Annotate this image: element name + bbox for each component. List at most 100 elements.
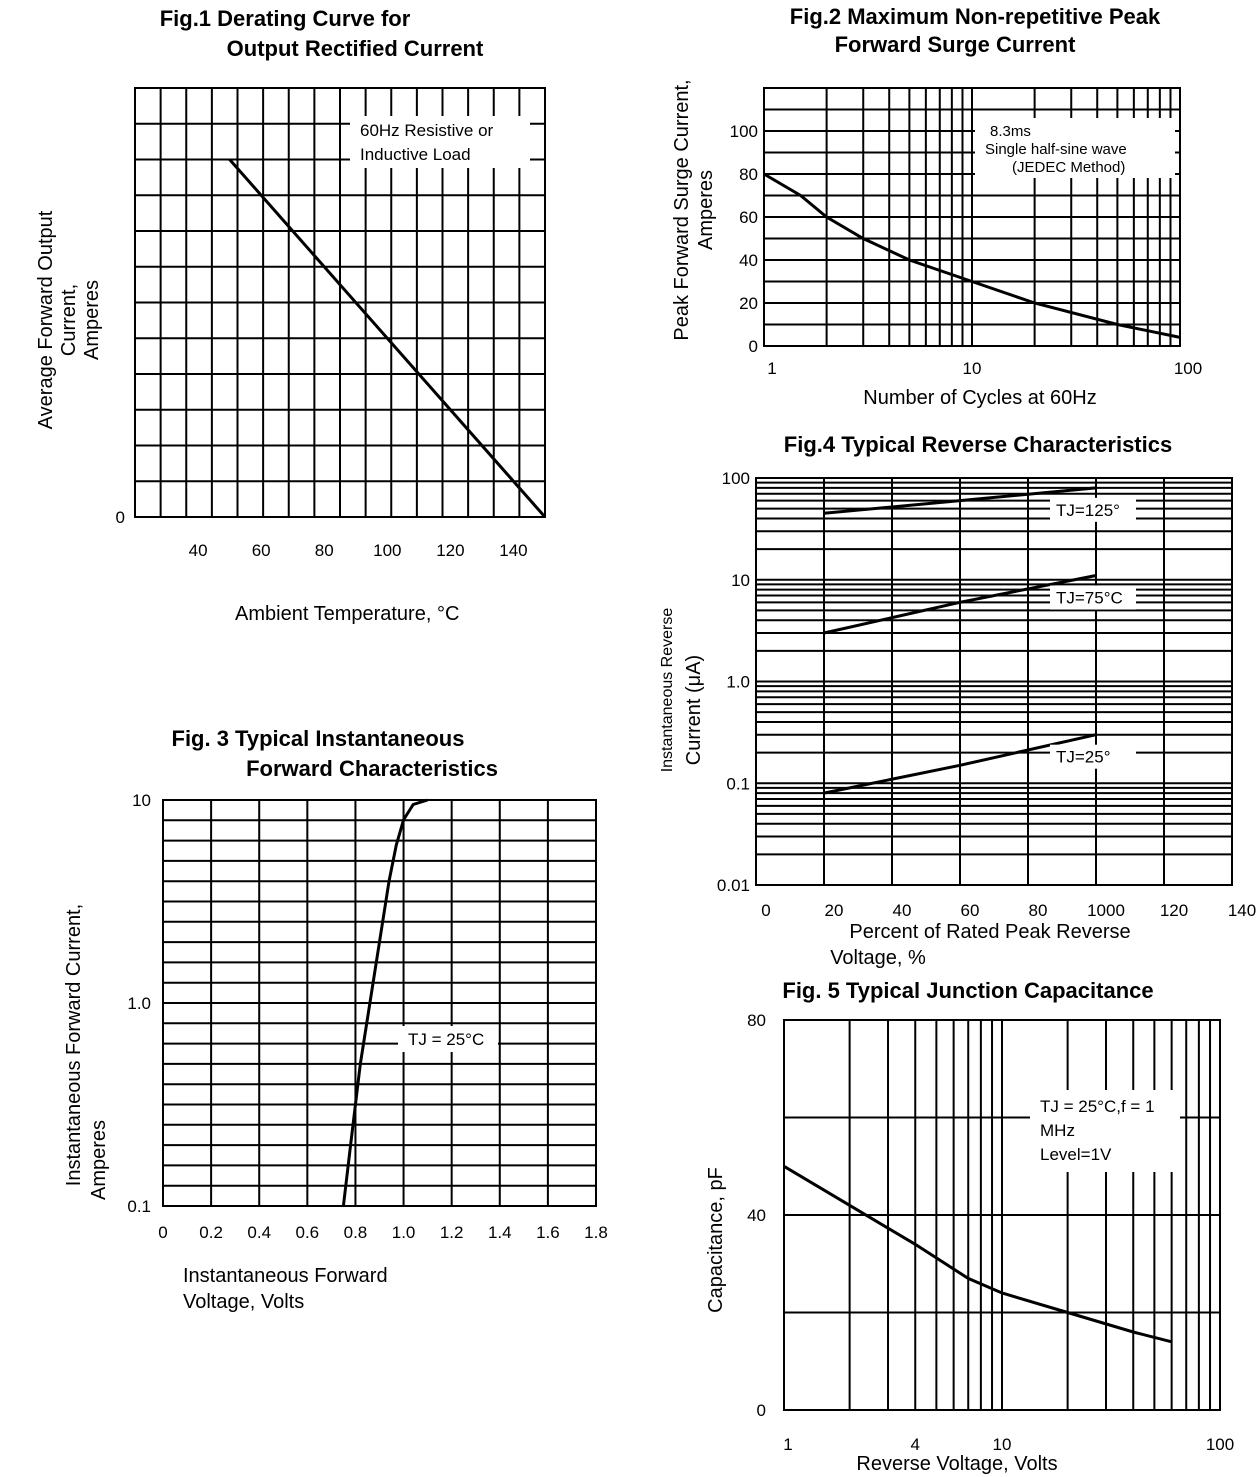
fig3-title-line2: Forward Characteristics [246,756,498,781]
fig3-y-tick-label: 10 [132,791,151,810]
fig2-annotation-box [975,118,1175,178]
fig2-series-line [763,172,1181,339]
fig1-y-axis-label-line1: Average Forward Output [35,210,57,429]
fig5-y-tick-label: 0 [757,1401,766,1420]
fig4-series-label-box [1050,497,1136,522]
fig5-annotation-line2: MHz [1040,1121,1075,1140]
fig1-series-line [228,158,547,518]
fig5-chart: Fig. 5 Typical Junction Capacitance 1 4 10… [705,978,1234,1475]
fig3-x-tick-label: 1.6 [536,1223,560,1242]
fig4-series-label-box [1050,744,1136,769]
fig3-x-axis-label-line1: Instantaneous Forward [183,1265,388,1287]
fig1-x-tick-label: 80 [315,541,334,560]
fig5-y-tick-label: 40 [747,1206,766,1225]
fig2-y-tick-label: 100 [730,122,758,141]
fig2-x-axis-label: Number of Cycles at 60Hz [863,387,1096,409]
fig4-y-axis-label-line1: Instantaneous Reverse [659,608,676,773]
fig4-title: Fig.4 Typical Reverse Characteristics [784,432,1172,457]
fig2-x-tick-label: 1 [767,359,776,378]
fig4-x-tick-label: 20 [825,901,844,920]
fig3-x-tick-label: 1.0 [392,1223,416,1242]
fig5-y-tick-label: 80 [747,1011,766,1030]
fig2-grid: 1 10 100 0 20 40 60 80 100 [730,87,1202,378]
fig4-series-label: TJ=75°C [1056,589,1123,608]
fig1-x-tick-label: 100 [373,541,401,560]
fig2-y-tick-label: 0 [749,337,758,356]
fig1-y-tick-label: 0 [116,508,125,527]
fig1-annotation-line2: Inductive Load [360,145,471,164]
fig1-x-tick-label: 140 [499,541,527,560]
fig4-series-label-box [1050,585,1136,610]
fig3-x-tick-label: 0.2 [199,1223,223,1242]
fig1-annotation-box [350,116,530,168]
fig4-grid: 0 20 40 60 80 1000 120 140 0.01 0.1 1.0 10 100 [717,469,1256,920]
fig4-series-line [823,486,1097,515]
fig3-title-line1: Fig. 3 Typical Instantaneous [172,726,465,751]
fig3-chart: Fig. 3 Typical Instantaneous Forward Cha… [63,726,608,1313]
fig4-x-tick-label: 120 [1160,901,1188,920]
fig1-y-axis-label-line3: Amperes [81,280,103,360]
fig4-x-tick-label: 140 [1228,901,1256,920]
fig4-series-label: TJ=25° [1056,748,1111,767]
fig5-y-axis-label: Capacitance, pF [705,1167,727,1313]
fig3-x-tick-label: 1.8 [584,1223,608,1242]
fig3-annotation: TJ = 25°C [408,1030,484,1049]
fig4-x-tick-label: 80 [1029,901,1048,920]
fig3-x-tick-label: 0.8 [344,1223,368,1242]
fig1-x-axis-label: Ambient Temperature, °C [235,603,459,625]
fig4-series-label: TJ=125° [1056,501,1120,520]
fig2-chart: Fig.2 Maximum Non-repetitive Peak Forwar… [671,4,1202,409]
fig3-x-tick-label: 0.6 [296,1223,320,1242]
fig2-y-tick-label: 40 [739,251,758,270]
fig1-chart: Fig.1 Derating Curve for Output Rectifie… [35,6,547,625]
fig1-x-tick-label: 60 [252,541,271,560]
fig3-grid: 0 0.2 0.4 0.6 0.8 1.0 1.2 1.4 1.6 1.8 0.1 1.0 10 [127,791,607,1242]
fig5-x-tick-label: 1 [783,1435,792,1454]
fig5-annotation-line3: Level=1V [1040,1145,1112,1164]
fig3-annotation-box [398,1026,498,1052]
fig5-x-tick-label: 10 [993,1435,1012,1454]
fig4-y-axis-label-line2: Current (μA) [683,655,705,765]
fig3-y-tick-label: 0.1 [127,1197,151,1216]
fig4-series-line [823,574,1097,635]
fig1-x-tick-label: 40 [189,541,208,560]
fig2-y-tick-label: 80 [739,165,758,184]
fig4-chart: Fig.4 Typical Reverse Characteristics 0 2… [659,432,1256,969]
fig4-y-tick-label: 10 [731,571,750,590]
fig5-annotation-line1: TJ = 25°C,f = 1 [1040,1097,1155,1116]
fig2-annotation-line1: 8.3ms [990,123,1031,140]
fig4-y-tick-label: 100 [722,469,750,488]
fig5-grid: 1 4 10 100 0 40 80 [747,1011,1234,1454]
fig2-annotation-line2: Single half-sine wave [985,141,1127,158]
fig1-title-line2: Output Rectified Current [227,36,484,61]
fig3-y-axis-label-line1: Instantaneous Forward Current, [63,904,85,1186]
fig5-annotation-box [1030,1090,1180,1172]
fig3-x-axis-label-line2: Voltage, Volts [183,1291,304,1313]
fig3-y-axis-label-line2: Amperes [88,1120,110,1200]
fig1-x-tick-label: 120 [436,541,464,560]
fig2-title-line1: Fig.2 Maximum Non-repetitive Peak [790,4,1161,29]
fig5-series-line [783,1165,1172,1344]
fig1-title-line1: Fig.1 Derating Curve for [160,6,411,31]
fig2-annotation-line3: (JEDEC Method) [1012,159,1125,176]
fig2-y-axis-label-line2: Amperes [695,170,717,250]
fig3-y-tick-label: 1.0 [127,994,151,1013]
fig5-x-axis-label: Reverse Voltage, Volts [856,1453,1057,1475]
fig3-x-tick-label: 1.2 [440,1223,464,1242]
fig3-x-tick-label: 0.4 [247,1223,271,1242]
fig2-y-axis-label-line1: Peak Forward Surge Current, [671,79,693,340]
fig3-x-tick-label: 1.4 [488,1223,512,1242]
fig4-y-tick-label: 0.1 [726,774,750,793]
fig3-x-tick-label: 0 [158,1223,167,1242]
fig4-x-axis-label-line1: Percent of Rated Peak Reverse [849,921,1130,943]
fig4-series-labels: TJ=125° TJ=75°C TJ=25° [1050,497,1136,769]
fig2-x-tick-label: 10 [963,359,982,378]
fig5-x-tick-label: 100 [1206,1435,1234,1454]
fig5-title: Fig. 5 Typical Junction Capacitance [782,978,1153,1003]
fig4-x-tick-label: 60 [961,901,980,920]
fig3-series-line [341,798,429,1207]
fig4-y-tick-label: 1.0 [726,673,750,692]
fig2-title-line2: Forward Surge Current [835,32,1076,57]
fig2-x-tick-label: 100 [1174,359,1202,378]
